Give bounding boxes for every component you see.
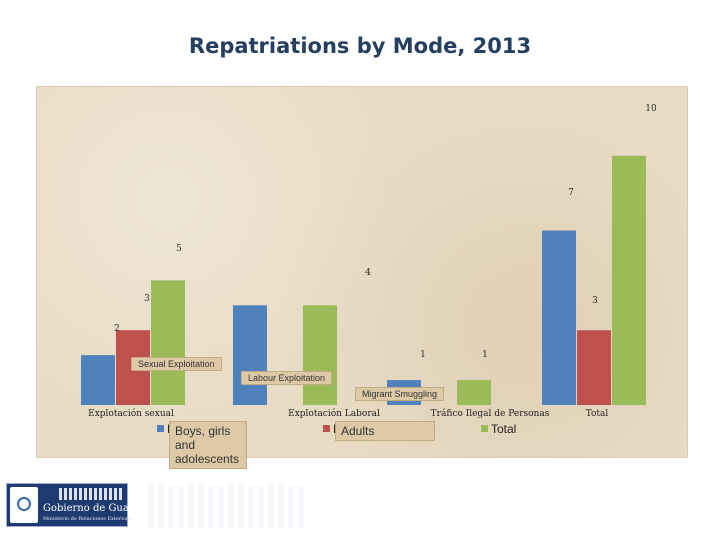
category-label-3: Total [586, 409, 609, 419]
bar-2-2 [457, 380, 491, 405]
data-label-5: 1 [482, 350, 488, 360]
category-label-2: Tráfico Ilegal de Personas [431, 408, 550, 419]
data-label-7: 3 [592, 296, 598, 306]
bar-0-1 [233, 305, 267, 405]
category-label-0: Explotación sexual [88, 408, 174, 419]
data-label-3: 4 [365, 268, 371, 278]
bar-2-1 [303, 305, 337, 405]
bar-0-0 [81, 355, 115, 405]
chart-area: 2 3 5 4 1 1 7 3 10 Explotación sexual Explotación … [36, 86, 688, 469]
coat-of-arms-icon [10, 487, 38, 523]
category-label-1: Explotación Laboral [288, 408, 380, 419]
bar-0-3 [542, 230, 576, 405]
data-label-1: 3 [144, 294, 150, 304]
logo-subtitle: Ministerio de Relaciones Exteriores [43, 516, 134, 522]
footer-watermark [148, 486, 308, 528]
data-label-4: 1 [420, 350, 426, 360]
government-logo: Gobierno de Guatemala Ministerio de Rela… [6, 483, 163, 527]
bar-2-0 [151, 280, 185, 405]
bar-2-3 [612, 155, 646, 405]
overlay-sexual-exploitation: Sexual Exploitation [131, 357, 222, 371]
overlay-legend-adults: Adults [335, 421, 435, 441]
legend-marker-0 [157, 425, 164, 432]
legend-marker-1 [323, 425, 330, 432]
palace-icon [59, 488, 123, 500]
chart-title: Repatriations by Mode, 2013 [188, 34, 532, 58]
data-label-0: 2 [114, 324, 120, 334]
data-label-2: 5 [176, 244, 182, 254]
legend-marker-2 [481, 425, 488, 432]
logo-name: Gobierno de Guatemala [43, 503, 164, 514]
overlay-legend-boys: Boys, girls and adolescents [169, 421, 247, 469]
overlay-labour-exploitation: Labour Exploitation [241, 371, 333, 385]
legend-label-2: Total [491, 422, 516, 436]
overlay-migrant-smuggling: Migrant Smuggling [355, 387, 445, 401]
data-label-8: 10 [645, 104, 657, 114]
bar-1-3 [577, 330, 611, 405]
data-label-6: 7 [568, 188, 574, 198]
